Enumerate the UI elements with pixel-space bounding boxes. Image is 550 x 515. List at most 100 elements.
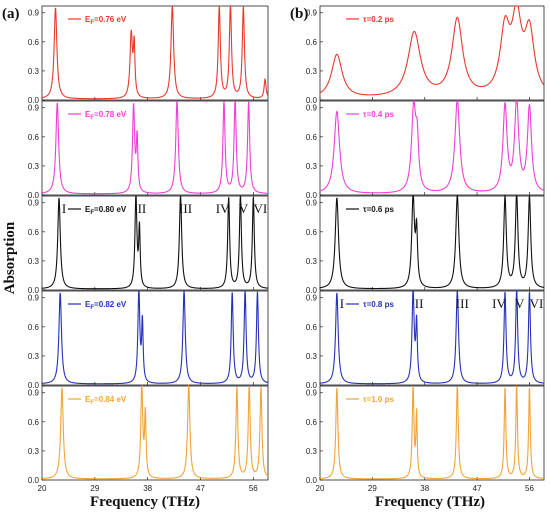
peak-label-III: III [456,296,469,311]
y-tick-label: 0.0 [28,286,40,295]
legend-entry: EF=0.84 eV [85,395,127,406]
y-tick-label: 0.6 [306,228,318,237]
y-tick-label: 0.9 [28,389,40,398]
series-line [41,290,269,385]
y-tick-label: 0.9 [28,294,40,303]
series-line [41,100,269,195]
plot-frame [41,385,269,481]
peak-label-VI: VI [253,201,267,216]
plot-frame [319,385,545,481]
y-tick-label: 0.3 [306,447,318,456]
x-tick-label: 56 [249,484,258,493]
peak-label-VI: VI [530,296,544,311]
legend-entry: τ=0.8 ps [363,300,394,309]
subplot-b-1: 0.0 0.3 0.6 0.9 τ=0.4 ps [306,99,545,200]
panel-label-b: (b) [290,6,308,22]
y-tick-label: 0.3 [306,352,318,361]
series-line [319,290,545,385]
y-tick-label: 0.3 [28,67,40,76]
legend-entry: τ=0.4 ps [363,110,394,119]
y-tick-label: 0.0 [306,191,318,200]
y-tick-label: 0.9 [306,389,318,398]
subplot-b-3: 0.0 0.3 0.6 0.9 τ=0.8 ps [306,290,545,390]
y-tick-label: 0.6 [28,323,40,332]
peak-label-IV: IV [216,201,230,216]
panel-label-a: (a) [2,6,20,22]
series-line [41,5,269,100]
y-tick-label: 0.9 [28,199,40,208]
y-tick-label: 0.3 [28,447,40,456]
plot-frame [319,100,545,196]
x-axis-title-a: Frequency (THz) [90,494,200,510]
subplot-b-2: 0.0 0.3 0.6 0.9 τ=0.6 ps [306,193,545,295]
y-tick-label: 0.6 [306,38,318,47]
y-tick-label: 0.6 [28,418,40,427]
y-axis-title: Absorption [2,221,18,294]
x-tick-label: 38 [420,484,429,493]
series-line [319,193,545,290]
subplot-a-2: 0.0 0.3 0.6 0.9 EF=0.80 eV [28,195,269,295]
y-tick-label: 0.0 [28,96,40,105]
series-line [41,384,269,480]
legend-entry: τ=0.6 ps [363,205,394,214]
y-tick-label: 0.0 [306,476,318,485]
y-tick-label: 0.3 [28,257,40,266]
peak-label-V: V [515,296,525,311]
peak-label-II: II [138,201,147,216]
plot-frame [41,100,269,196]
y-tick-label: 0.3 [306,67,318,76]
plot-frame [319,290,545,386]
subplot-b-0: 0.0 0.3 0.6 0.9 τ=0.2 ps [306,5,545,105]
plot-frame [319,5,545,101]
y-tick-label: 0.6 [28,133,40,142]
y-tick-label: 0.0 [306,96,318,105]
legend-entry: τ=1.0 ps [363,395,394,404]
peak-label-IV: IV [492,296,506,311]
legend-entry: τ=0.2 ps [363,15,394,24]
y-tick-label: 0.0 [28,476,40,485]
subplot-a-0: 0.0 0.3 0.6 0.9 EF=0.76 eV [28,5,269,105]
y-tick-label: 0.0 [28,191,40,200]
y-tick-label: 0.0 [28,381,40,390]
y-tick-label: 0.9 [28,104,40,113]
legend-entry: EF=0.78 eV [85,110,127,121]
legend-entry: EF=0.82 eV [85,300,127,311]
y-tick-label: 0.6 [28,38,40,47]
y-tick-label: 0.9 [306,104,318,113]
plot-frame [41,5,269,101]
y-tick-label: 0.6 [28,228,40,237]
y-tick-label: 0.3 [28,352,40,361]
y-tick-label: 0.9 [306,294,318,303]
peak-label-I: I [62,201,66,216]
peak-label-III: III [179,201,192,216]
y-tick-label: 0.3 [28,162,40,171]
subplot-a-3: 0.0 0.3 0.6 0.9 EF=0.82 eV [28,290,269,390]
legend-entry: EF=0.76 eV [85,15,127,26]
x-tick-label: 20 [316,484,325,493]
plot-frame [319,195,545,291]
x-tick-label: 38 [143,484,152,493]
series-line [319,385,545,480]
y-tick-label: 0.9 [306,9,318,18]
x-tick-label: 29 [90,484,99,493]
plot-frame [41,290,269,386]
peak-label-I: I [340,296,344,311]
x-tick-label: 47 [473,484,482,493]
plot-frame [41,195,269,291]
x-tick-label: 56 [525,484,534,493]
y-tick-label: 0.6 [306,418,318,427]
subplot-b-4: 0.0 0.3 0.6 0.9 τ=1.0 ps [306,385,545,485]
y-tick-label: 0.0 [306,286,318,295]
y-tick-label: 0.6 [306,323,318,332]
subplot-a-1: 0.0 0.3 0.6 0.9 EF=0.78 eV [28,100,269,200]
y-tick-label: 0.0 [306,381,318,390]
y-tick-label: 0.6 [306,133,318,142]
x-tick-label: 29 [368,484,377,493]
legend-entry: EF=0.80 eV [85,205,127,216]
peak-label-V: V [239,201,249,216]
x-tick-label: 47 [196,484,205,493]
y-tick-label: 0.3 [306,257,318,266]
y-tick-label: 0.9 [28,9,40,18]
x-axis-title-b: Frequency (THz) [375,494,485,510]
